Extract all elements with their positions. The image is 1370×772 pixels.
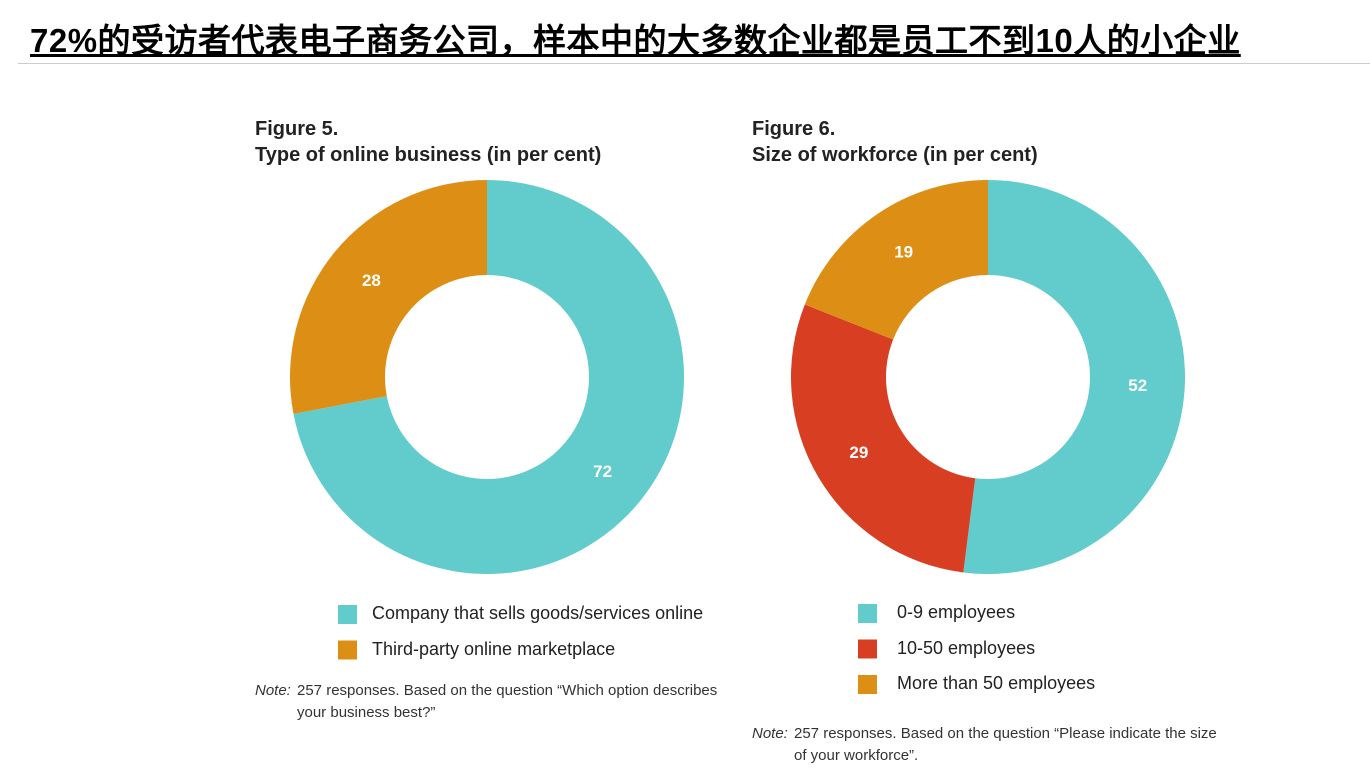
- donut-slice: [293, 180, 684, 574]
- legend-swatch: [858, 675, 877, 694]
- donut-slice: [791, 304, 976, 573]
- data-label: 28: [362, 271, 381, 290]
- figure-subtitle: Size of workforce (in per cent): [752, 144, 1038, 166]
- slide-title: 72%的受访者代表电子商务公司，样本中的大多数企业都是员工不到10人的小企业: [30, 22, 1241, 59]
- legend-label: Third-party online marketplace: [372, 638, 616, 659]
- legend-label: 0-9 employees: [897, 602, 1016, 622]
- legend-label: More than 50 employees: [897, 673, 1096, 693]
- note: Note: 257 responses. Based on the questio…: [255, 680, 727, 724]
- figure-title: Figure 6.: [752, 118, 836, 140]
- note-text: 257 responses. Based on the question “Wh…: [297, 682, 718, 721]
- donut-slice: [804, 180, 988, 340]
- legend-swatch: [338, 605, 357, 624]
- legend-swatch: [858, 639, 877, 659]
- legend-label: Company that sells goods/services online: [372, 603, 704, 623]
- data-label: 29: [849, 443, 868, 462]
- note-label: Note:: [752, 725, 788, 742]
- legend-swatch: [858, 604, 877, 623]
- figure-subtitle: Type of online business (in per cent): [255, 144, 602, 166]
- legend-swatch: [338, 640, 357, 660]
- figure-title: Figure 5.: [255, 118, 339, 140]
- data-label: 52: [1128, 376, 1147, 395]
- note-text: 257 responses. Based on the question “Pl…: [794, 725, 1217, 764]
- legend-label: 10-50 employees: [897, 637, 1036, 658]
- data-label: 72: [593, 462, 612, 481]
- title-rule: [18, 63, 1370, 64]
- note-label: Note:: [255, 682, 291, 699]
- note: Note: 257 responses. Based on the questio…: [752, 723, 1224, 767]
- donut-slice: [289, 180, 487, 414]
- data-label: 19: [894, 242, 913, 261]
- donut-slice: [963, 180, 1185, 574]
